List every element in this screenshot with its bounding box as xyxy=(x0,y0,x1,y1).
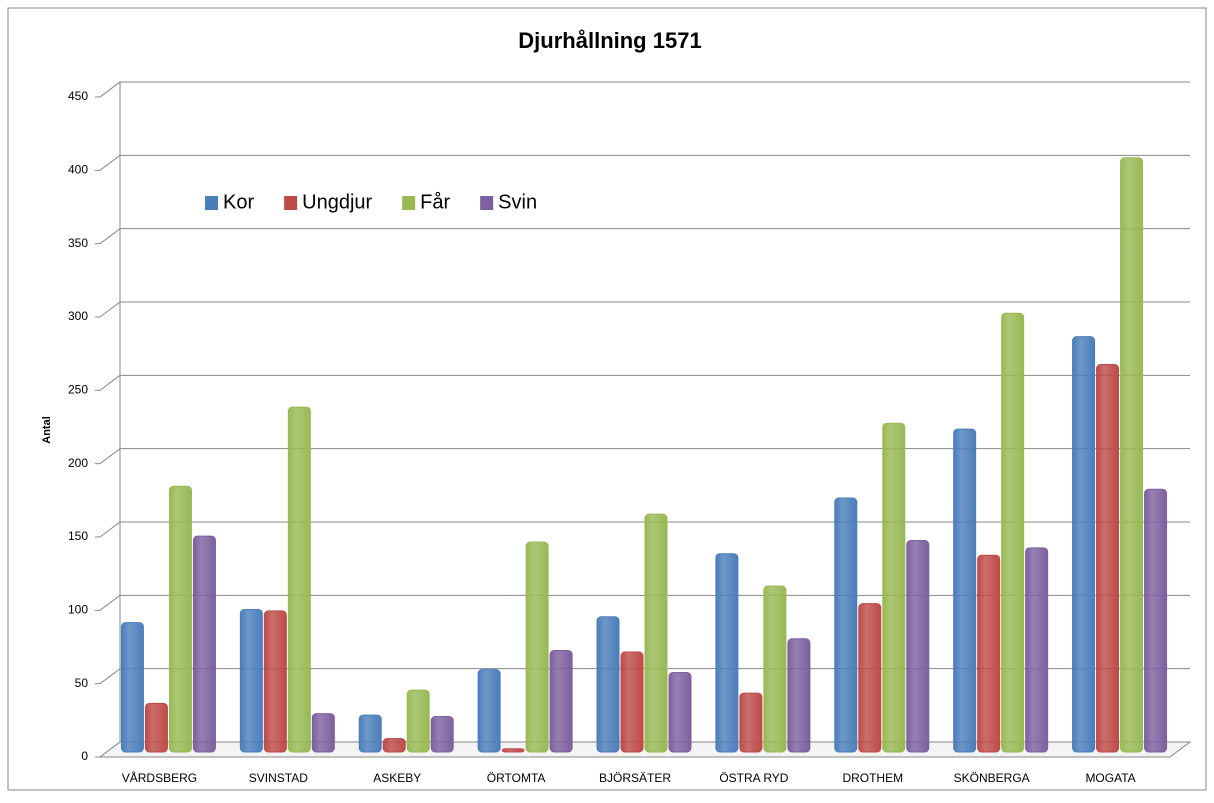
bar xyxy=(358,714,382,753)
bar xyxy=(406,689,430,753)
bar xyxy=(430,716,454,753)
bar xyxy=(144,702,168,753)
legend-swatch xyxy=(284,196,298,210)
grid-line xyxy=(99,448,1190,465)
bar xyxy=(906,540,930,753)
chart-title: Djurhållning 1571 xyxy=(518,28,701,53)
grid-line xyxy=(99,301,1190,318)
grid-line xyxy=(99,594,1190,611)
bar xyxy=(239,608,263,753)
x-tick-label: VÅRDSBERG xyxy=(122,770,197,785)
x-tick-label: SKÖNBERGA xyxy=(954,771,1030,785)
y-tick-label: 100 xyxy=(68,603,88,617)
bar xyxy=(311,713,335,753)
bar xyxy=(1096,364,1120,753)
y-tick-label: 200 xyxy=(68,456,88,470)
y-axis-title: Antal xyxy=(41,416,53,444)
bar xyxy=(882,422,906,753)
grid-line xyxy=(99,521,1190,538)
bar xyxy=(120,622,144,753)
bar xyxy=(620,651,644,753)
bar xyxy=(1001,312,1025,753)
grid-line xyxy=(99,228,1190,245)
x-tick-label: DROTHEM xyxy=(842,771,903,785)
bar xyxy=(858,603,882,753)
x-tick-label: MOGATA xyxy=(1085,771,1135,785)
bar xyxy=(263,610,287,753)
bar xyxy=(192,535,216,753)
bar xyxy=(834,497,858,753)
bar xyxy=(1072,336,1096,753)
legend-swatch xyxy=(480,196,494,210)
bar xyxy=(549,650,573,753)
bar xyxy=(953,428,977,753)
bar xyxy=(668,672,692,753)
legend-swatch xyxy=(205,196,218,210)
grid-line xyxy=(99,374,1190,391)
y-tick-label: 350 xyxy=(68,236,88,250)
x-tick-label: SVINSTAD xyxy=(249,771,308,785)
y-tick-label: 250 xyxy=(68,383,88,397)
bar xyxy=(977,554,1001,753)
x-tick-label: ÖSTRA RYD xyxy=(719,771,788,785)
bar xyxy=(1144,488,1168,753)
bar xyxy=(287,406,311,753)
legend-label: Ungdjur xyxy=(302,191,372,213)
x-tick-label: BJÖRSÄTER xyxy=(599,771,671,785)
bar xyxy=(477,669,501,753)
bar xyxy=(596,616,620,753)
bar xyxy=(525,541,549,753)
y-tick-label: 300 xyxy=(68,309,88,323)
legend-label: Kor xyxy=(223,191,254,213)
bar xyxy=(715,553,739,753)
bar xyxy=(1025,547,1049,753)
bar xyxy=(382,738,406,753)
y-tick-label: 0 xyxy=(81,749,88,763)
grid-line xyxy=(99,154,1190,171)
x-tick-label: ASKEBY xyxy=(373,771,421,785)
y-tick-label: 400 xyxy=(68,163,88,177)
grid-line xyxy=(99,668,1190,685)
bar xyxy=(644,513,668,753)
grid-line xyxy=(99,81,1190,98)
bar xyxy=(1120,157,1144,753)
bar xyxy=(168,485,192,753)
legend-swatch xyxy=(402,196,416,210)
legend-label: Får xyxy=(420,191,450,213)
x-tick-label: ÖRTOMTA xyxy=(487,771,546,785)
y-tick-label: 50 xyxy=(75,676,89,690)
y-tick-label: 450 xyxy=(68,89,88,103)
bar xyxy=(763,585,787,753)
bar xyxy=(787,638,811,753)
y-tick-label: 150 xyxy=(68,529,88,543)
bar xyxy=(739,692,763,753)
legend-label: Svin xyxy=(498,191,537,213)
bar xyxy=(501,748,525,753)
